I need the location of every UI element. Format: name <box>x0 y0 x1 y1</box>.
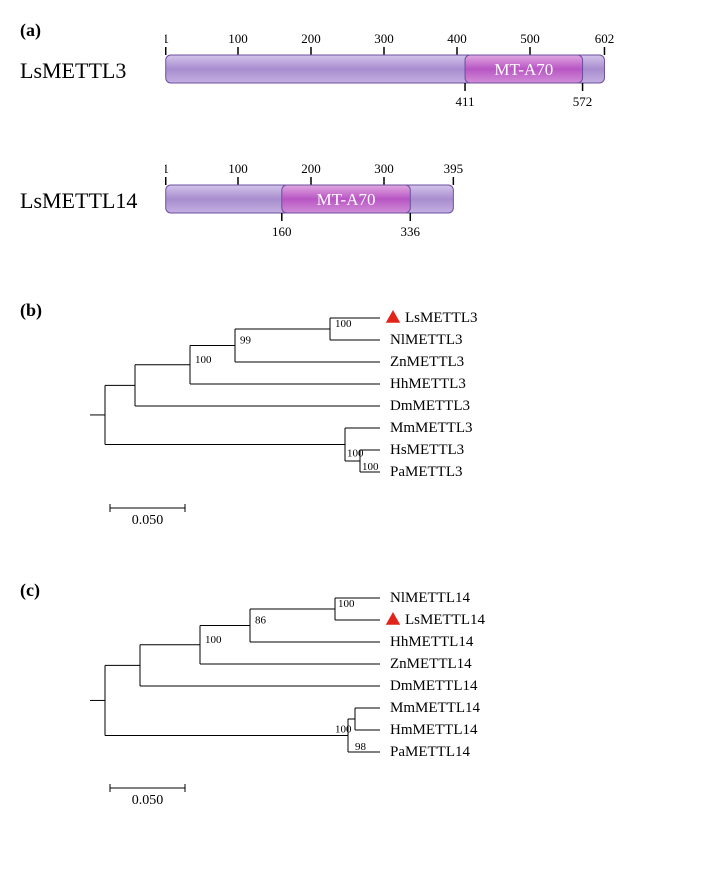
panel-b: (b) 10099100100100LsMETTL3NlMETTL3ZnMETT… <box>20 300 689 550</box>
protein-label-2: LsMETTL14 <box>20 188 137 214</box>
panel-a-label: (a) <box>20 20 41 41</box>
svg-text:0.050: 0.050 <box>132 793 164 808</box>
svg-text:MmMETTL14: MmMETTL14 <box>390 700 480 716</box>
svg-text:HhMETTL14: HhMETTL14 <box>390 634 474 650</box>
svg-text:ZnMETTL14: ZnMETTL14 <box>390 656 472 672</box>
svg-text:200: 200 <box>301 161 321 176</box>
svg-text:1: 1 <box>165 31 169 46</box>
svg-text:336: 336 <box>401 224 421 239</box>
svg-text:300: 300 <box>374 161 394 176</box>
panel-c-label: (c) <box>20 580 40 601</box>
svg-text:MT-A70: MT-A70 <box>494 60 553 79</box>
svg-text:100: 100 <box>335 724 352 736</box>
svg-text:500: 500 <box>520 31 540 46</box>
svg-text:1: 1 <box>165 161 169 176</box>
svg-text:PaMETTL3: PaMETTL3 <box>390 464 463 480</box>
panel-c: (c) 1008610010098NlMETTL14LsMETTL14HhMET… <box>20 580 689 840</box>
svg-text:300: 300 <box>374 31 394 46</box>
svg-text:602: 602 <box>595 31 615 46</box>
svg-text:395: 395 <box>444 161 464 176</box>
panel-b-label: (b) <box>20 300 42 321</box>
svg-text:100: 100 <box>362 461 379 473</box>
svg-text:100: 100 <box>205 634 222 646</box>
svg-text:DmMETTL14: DmMETTL14 <box>390 678 478 694</box>
svg-text:99: 99 <box>240 335 252 347</box>
svg-text:MT-A70: MT-A70 <box>317 190 376 209</box>
svg-text:100: 100 <box>195 354 212 366</box>
svg-text:DmMETTL3: DmMETTL3 <box>390 398 470 414</box>
svg-text:NlMETTL3: NlMETTL3 <box>390 332 463 348</box>
svg-text:100: 100 <box>228 31 248 46</box>
phylogenetic-tree-b: 10099100100100LsMETTL3NlMETTL3ZnMETTL3Hh… <box>80 310 630 550</box>
svg-text:400: 400 <box>447 31 467 46</box>
svg-text:HhMETTL3: HhMETTL3 <box>390 376 466 392</box>
svg-text:PaMETTL14: PaMETTL14 <box>390 744 470 760</box>
panel-a: (a) LsMETTL3 1 100 200 300 400 500 602 MT-A70 41… <box>20 20 689 270</box>
svg-text:NlMETTL14: NlMETTL14 <box>390 590 470 606</box>
svg-text:100: 100 <box>335 318 352 330</box>
protein-domain-diagram-2: 1 100 200 300 395 MT-A70 160 336 <box>165 150 709 255</box>
svg-text:ZnMETTL3: ZnMETTL3 <box>390 354 464 370</box>
protein-domain-diagram-1: 1 100 200 300 400 500 602 MT-A70 411 572 <box>165 20 709 125</box>
svg-text:HmMETTL14: HmMETTL14 <box>390 722 478 738</box>
svg-text:LsMETTL3: LsMETTL3 <box>405 310 478 326</box>
svg-text:100: 100 <box>347 448 364 460</box>
protein-label-1: LsMETTL3 <box>20 58 126 84</box>
svg-text:HsMETTL3: HsMETTL3 <box>390 442 464 458</box>
svg-text:572: 572 <box>573 94 593 109</box>
svg-text:98: 98 <box>355 741 367 753</box>
svg-text:200: 200 <box>301 31 321 46</box>
svg-text:160: 160 <box>272 224 292 239</box>
svg-text:0.050: 0.050 <box>132 513 164 528</box>
svg-text:100: 100 <box>338 598 355 610</box>
svg-text:LsMETTL14: LsMETTL14 <box>405 612 485 628</box>
svg-text:MmMETTL3: MmMETTL3 <box>390 420 473 436</box>
svg-text:100: 100 <box>228 161 248 176</box>
svg-text:86: 86 <box>255 615 267 627</box>
svg-text:411: 411 <box>456 94 475 109</box>
